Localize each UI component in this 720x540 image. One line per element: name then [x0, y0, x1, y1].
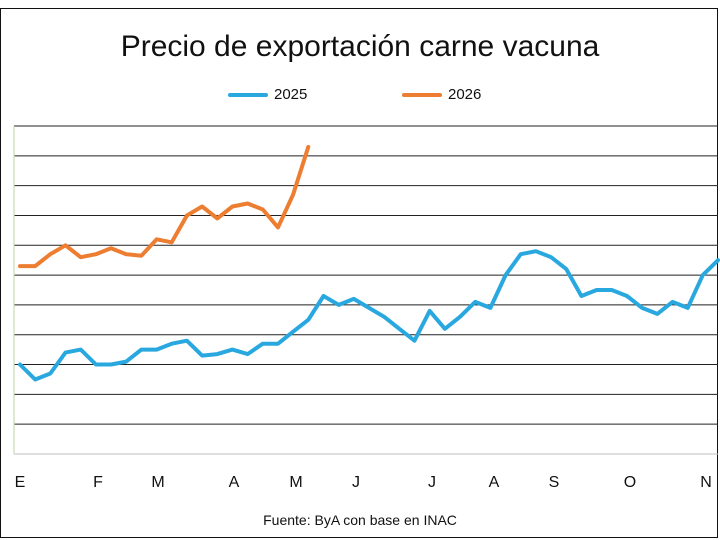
legend-swatch-2026: [402, 92, 442, 97]
chart-source: Fuente: ByA con base en INAC: [263, 512, 457, 528]
x-tick-label: O: [624, 474, 636, 491]
legend-label-2026: 2026: [448, 86, 482, 103]
legend-label-2025: 2025: [274, 86, 308, 103]
legend-item-2026: 2026: [402, 86, 481, 103]
x-tick-label: S: [549, 474, 560, 491]
x-tick-label: F: [93, 474, 103, 491]
chart-title: Precio de exportación carne vacuna: [120, 30, 600, 63]
chart-frame: [0, 8, 718, 538]
x-tick-label: M: [151, 474, 164, 491]
chart-legend: 2025 2026: [0, 86, 720, 110]
x-tick-label: J: [352, 474, 360, 491]
series-line-2025: [18, 249, 720, 382]
legend-swatch-2025: [228, 92, 268, 97]
series-line-2026: [18, 144, 311, 269]
x-tick-label: N: [700, 474, 712, 491]
x-tick-label: E: [15, 474, 26, 491]
x-tick-label: J: [428, 474, 436, 491]
x-tick-label: M: [289, 474, 302, 491]
legend-item-2025: 2025: [228, 86, 307, 103]
x-tick-label: A: [489, 474, 500, 491]
x-tick-label: A: [229, 474, 240, 491]
